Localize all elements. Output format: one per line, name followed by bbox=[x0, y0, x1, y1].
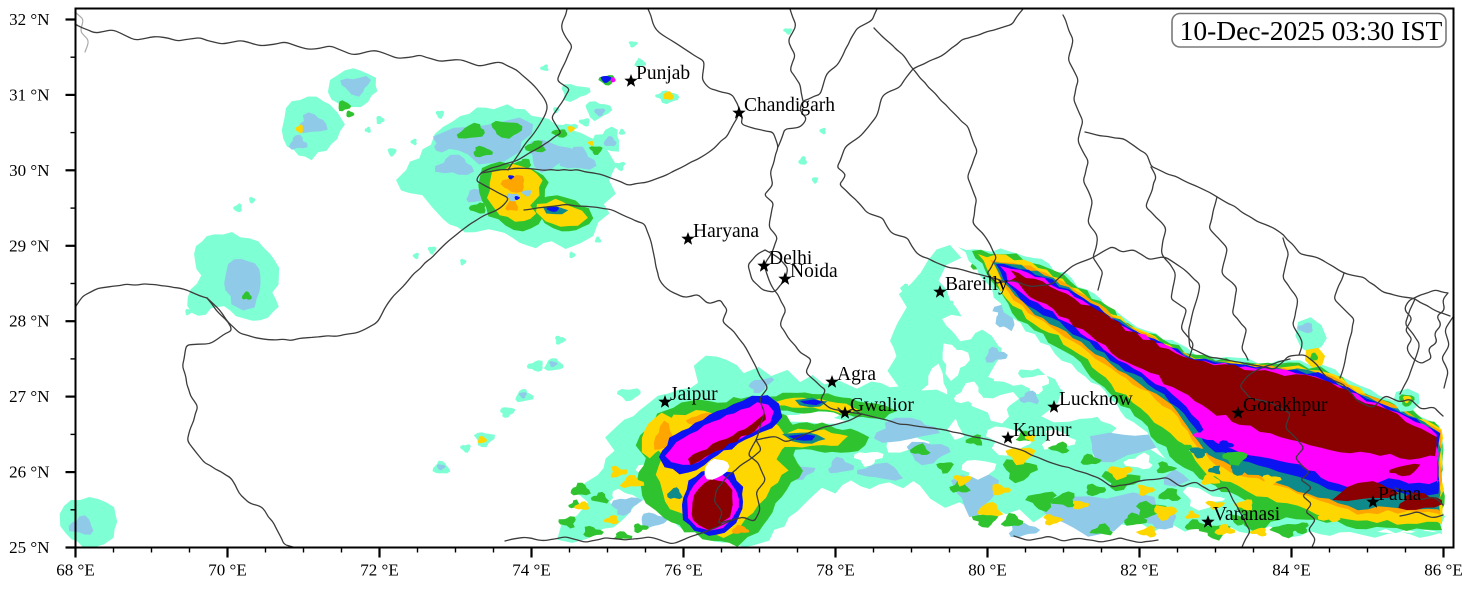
svg-text:29 °N: 29 °N bbox=[9, 236, 49, 255]
svg-text:Punjab: Punjab bbox=[636, 63, 690, 84]
svg-text:Haryana: Haryana bbox=[693, 221, 759, 242]
svg-text:25 °N: 25 °N bbox=[9, 538, 49, 557]
svg-text:70 °E: 70 °E bbox=[208, 561, 246, 580]
svg-text:76 °E: 76 °E bbox=[664, 561, 702, 580]
svg-text:84 °E: 84 °E bbox=[1272, 561, 1310, 580]
svg-text:30 °N: 30 °N bbox=[9, 161, 49, 180]
svg-text:10-Dec-2025 03:30 IST: 10-Dec-2025 03:30 IST bbox=[1180, 15, 1443, 46]
svg-text:32 °N: 32 °N bbox=[9, 10, 49, 29]
svg-text:80 °E: 80 °E bbox=[968, 561, 1006, 580]
svg-text:Jaipur: Jaipur bbox=[670, 384, 718, 405]
svg-text:78 °E: 78 °E bbox=[816, 561, 854, 580]
svg-text:31 °N: 31 °N bbox=[9, 85, 49, 104]
svg-text:86 °E: 86 °E bbox=[1424, 561, 1462, 580]
svg-text:Delhi: Delhi bbox=[769, 248, 813, 269]
svg-text:74 °E: 74 °E bbox=[512, 561, 550, 580]
svg-text:68 °E: 68 °E bbox=[56, 561, 94, 580]
svg-text:Lucknow: Lucknow bbox=[1059, 389, 1133, 410]
svg-text:26 °N: 26 °N bbox=[9, 463, 49, 482]
svg-text:Chandigarh: Chandigarh bbox=[744, 95, 835, 116]
svg-text:82 °E: 82 °E bbox=[1120, 561, 1158, 580]
svg-text:27 °N: 27 °N bbox=[9, 387, 49, 406]
svg-text:Patna: Patna bbox=[1378, 484, 1422, 505]
svg-text:Noida: Noida bbox=[790, 261, 838, 282]
svg-text:28 °N: 28 °N bbox=[9, 312, 49, 331]
svg-text:Kanpur: Kanpur bbox=[1013, 420, 1072, 441]
svg-text:Gwalior: Gwalior bbox=[850, 395, 914, 416]
svg-text:Varanasi: Varanasi bbox=[1213, 504, 1281, 525]
svg-text:72 °E: 72 °E bbox=[360, 561, 398, 580]
svg-text:Bareilly: Bareilly bbox=[945, 274, 1008, 295]
svg-text:Agra: Agra bbox=[837, 364, 876, 385]
svg-text:Gorakhpur: Gorakhpur bbox=[1243, 395, 1328, 416]
